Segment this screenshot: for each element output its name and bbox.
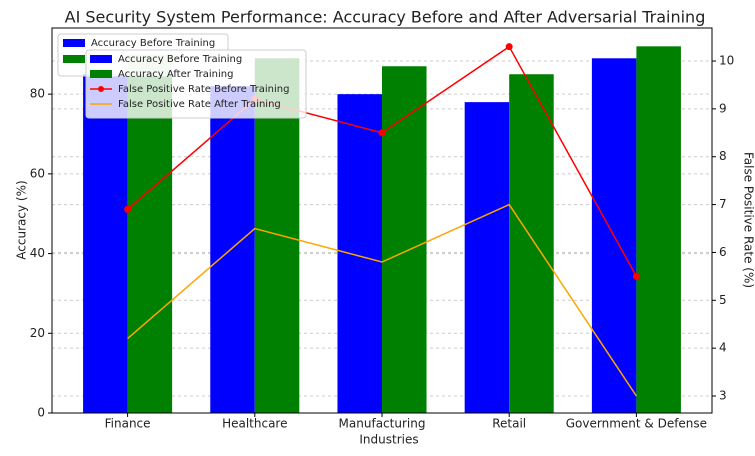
y2-tick-label: 7 <box>719 197 727 211</box>
point <box>633 273 640 280</box>
point <box>506 43 513 50</box>
legend-swatch <box>90 70 112 78</box>
bar <box>210 86 255 413</box>
y-tick-label: 20 <box>30 326 45 340</box>
legend-label: Accuracy Before Training <box>118 54 242 65</box>
y-tick-label: 60 <box>30 166 45 180</box>
point <box>379 129 386 136</box>
y2-tick-label: 10 <box>719 54 734 68</box>
y2-tick-label: 4 <box>719 341 727 355</box>
legend-label: Accuracy After Training <box>118 69 233 80</box>
y-tick-label: 80 <box>30 87 45 101</box>
chart-title: AI Security System Performance: Accuracy… <box>65 8 706 27</box>
legend-label: False Positive Rate Before Training <box>118 84 289 95</box>
legend-swatch <box>90 55 112 63</box>
x-tick-label: Finance <box>105 417 151 431</box>
y2-tick-label: 3 <box>719 389 727 403</box>
legend-label: False Positive Rate After Training <box>118 99 281 110</box>
y2-tick-label: 5 <box>719 293 727 307</box>
y2-tick-label: 9 <box>719 101 727 115</box>
x-tick-label: Retail <box>492 417 526 431</box>
bar <box>636 46 681 413</box>
legend-label: Accuracy Before Training <box>91 38 215 49</box>
y-tick-label: 40 <box>30 246 45 260</box>
bar <box>465 102 510 413</box>
y-axis-label: Accuracy (%) <box>15 180 29 259</box>
y2-tick-label: 6 <box>719 245 727 259</box>
x-tick-label: Healthcare <box>222 417 287 431</box>
x-axis-label: Industries <box>359 433 418 447</box>
y2-axis-label: False Positive Rate (%) <box>742 152 755 288</box>
x-tick-label: Manufacturing <box>339 417 426 431</box>
y2-tick-label: 8 <box>719 149 727 163</box>
bar <box>509 74 554 413</box>
legend-swatch <box>63 55 85 63</box>
legend-swatch <box>63 39 85 47</box>
legend-marker <box>98 86 104 92</box>
bar <box>83 74 128 413</box>
y-tick-label: 0 <box>37 406 45 420</box>
bar <box>337 94 382 413</box>
x-tick-label: Government & Defense <box>566 417 707 431</box>
point <box>124 206 131 213</box>
